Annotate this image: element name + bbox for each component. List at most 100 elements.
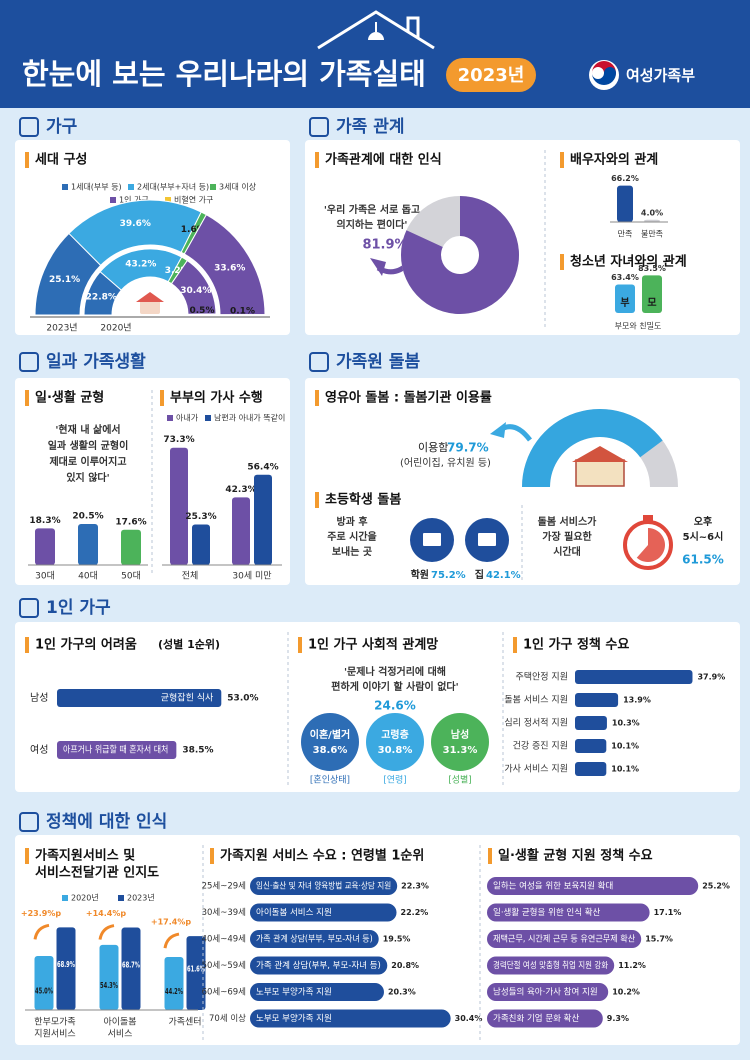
legend-swatch	[210, 184, 216, 190]
category-label: 전체	[182, 571, 199, 582]
value-label: 17.1%	[654, 908, 682, 917]
usage-label: 이용함	[418, 441, 448, 454]
ring-name: 2020년	[100, 323, 131, 334]
value-label: 24.6%	[374, 699, 416, 713]
place-building	[423, 533, 441, 546]
house-chimney	[406, 16, 420, 38]
category-label: 가족센터	[168, 1017, 201, 1028]
bar	[232, 497, 250, 565]
legend-swatch	[62, 895, 68, 901]
category-label: 한부모가족	[34, 1017, 75, 1028]
legend-swatch	[110, 197, 116, 203]
subheading: 가족관계에 대한 인식	[325, 152, 442, 168]
subheading-marker	[315, 152, 319, 168]
subheading: 서비스전달기관 인지도	[35, 865, 159, 881]
bar-label: 가족 관계 상담(부부, 부모-자녀 등)	[256, 960, 381, 971]
bar	[57, 741, 177, 759]
caption: 부모와 친밀도	[615, 321, 662, 331]
arrow-head	[370, 258, 386, 276]
bar	[250, 956, 388, 975]
quote: '현재 내 삶에서	[55, 423, 120, 436]
arrow-head	[490, 422, 506, 438]
segment-label: 30.4%	[180, 286, 211, 296]
group-circle	[366, 713, 424, 771]
bar	[250, 877, 398, 895]
age-label: 50세~59세	[202, 961, 246, 971]
year-label: 2023년	[458, 65, 525, 86]
note: (성별 1순위)	[158, 637, 220, 651]
legend-label: 남편과 아내가 똑같이	[214, 413, 285, 423]
age-label: 60세~69세	[202, 988, 246, 998]
bar	[250, 983, 384, 1001]
group-category: [연령]	[383, 774, 407, 786]
legend-swatch	[62, 184, 68, 190]
subheading: 가족지원서비스 및	[35, 849, 135, 864]
value-label: 68.9%	[57, 960, 75, 969]
subheading: 세대 구성	[35, 153, 87, 168]
value-label: 18.3%	[29, 516, 60, 526]
quote: '우리 가족은 서로 돕고	[324, 203, 420, 216]
bar-label: 남성들의 육아·가사 참여 지원	[493, 987, 598, 998]
subheading: 부부의 가사 수행	[170, 390, 263, 406]
value-label: 17.6%	[115, 517, 146, 527]
category-label: 아이돌봄	[103, 1017, 136, 1028]
bar	[487, 903, 650, 922]
value-label: 10.1%	[611, 742, 639, 751]
value-label: 9.3%	[607, 1014, 629, 1023]
bar	[575, 670, 693, 684]
bar	[34, 956, 54, 1010]
age-label: 70세 이상	[209, 1013, 246, 1024]
subheading-marker	[560, 152, 564, 168]
value-label: 79.7%	[447, 441, 489, 455]
group-category: [혼인상태]	[310, 774, 350, 786]
legend-label: 비혈연 가구	[174, 195, 213, 205]
bar	[642, 275, 662, 313]
subheading-marker	[25, 637, 29, 653]
change-label: +14.4%p	[86, 909, 126, 918]
subheading-marker	[25, 848, 29, 864]
place-name: 집	[475, 569, 484, 581]
group-label: 남성	[30, 692, 48, 704]
section-icon	[19, 117, 39, 137]
value-label: 20.3%	[388, 988, 416, 997]
subheading: 1인 가구 정책 수요	[523, 637, 629, 653]
item-label: 돌봄 서비스 지원	[504, 695, 568, 706]
subheading-marker	[210, 848, 214, 864]
subheading-marker	[560, 254, 564, 270]
value-label: 56.4%	[247, 462, 278, 472]
bar	[35, 528, 55, 565]
bar-label: 균형잡힌 식사	[161, 692, 214, 704]
value-label: 10.1%	[611, 765, 639, 774]
subheading-marker	[315, 492, 319, 508]
segment-label: 39.6%	[120, 219, 151, 229]
value-label: 20.5%	[72, 512, 103, 522]
value-label: 45.0%	[35, 987, 53, 996]
value-label: 30.8%	[378, 745, 413, 756]
bar-label: 노부모 부양가족 지원	[256, 987, 332, 998]
quote: 의지하는 편이다'	[337, 218, 408, 231]
subheading-marker	[488, 848, 492, 864]
value-label: 13.9%	[623, 696, 651, 705]
subheading-marker	[315, 390, 319, 406]
subheading-marker	[298, 637, 302, 653]
bar-label: 가족 관계 상담(부부, 부모-자녀 등)	[256, 934, 373, 945]
subheading: 영유아 돌봄 : 돌봄기관 이용률	[325, 390, 492, 406]
segment-label: 22.8%	[86, 292, 117, 302]
bar-label: 가족친화 기업 문화 확산	[493, 1013, 579, 1024]
group-name: 남성	[451, 728, 469, 741]
legend-swatch	[128, 184, 134, 190]
segment-label: 25.1%	[49, 275, 80, 285]
card	[15, 622, 740, 792]
category-label: 30세 미만	[232, 571, 271, 582]
category-label: 40대	[78, 571, 98, 582]
legend-label: 3세대 이상	[219, 182, 257, 192]
quote: '문제나 걱정거리에 대해	[344, 665, 446, 678]
subheading-marker	[25, 390, 29, 406]
legend-swatch	[205, 415, 211, 421]
ring-name: 2023년	[46, 323, 77, 334]
group-circle	[301, 713, 359, 771]
description: 방과 후	[336, 515, 367, 528]
logo-blue	[592, 67, 616, 85]
ring-segment	[187, 313, 217, 316]
